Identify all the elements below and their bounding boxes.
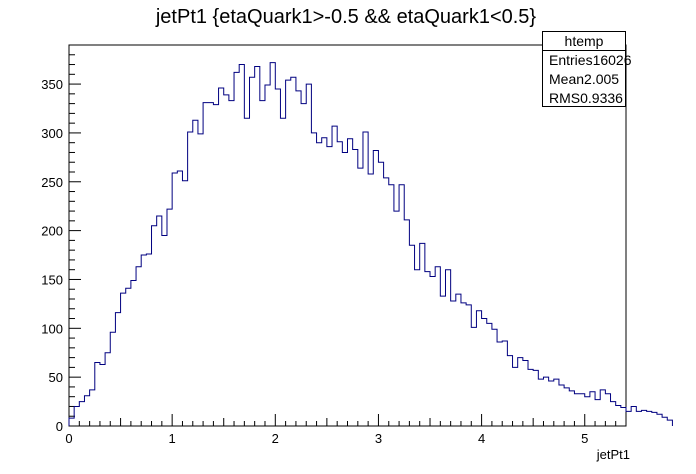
stats-box: htemp Entries 16026 Mean 2.005 RMS 0.933… — [542, 31, 632, 108]
y-tick-label: 0 — [56, 419, 63, 434]
x-tick-label: 3 — [375, 431, 382, 446]
stats-label: RMS — [549, 90, 581, 106]
x-tick-label: 0 — [65, 431, 72, 446]
stats-label: Mean — [549, 71, 585, 87]
stats-row-rms: RMS 0.9336 — [543, 89, 625, 108]
stats-row-mean: Mean 2.005 — [543, 70, 625, 89]
chart-title: jetPt1 {etaQuark1>-0.5 && etaQuark1<0.5} — [155, 6, 537, 28]
stats-row-entries: Entries 16026 — [543, 51, 632, 70]
y-tick-label: 300 — [41, 126, 63, 141]
stats-label: Entries — [549, 52, 593, 68]
x-axis-label: jetPt1 — [596, 447, 630, 462]
x-axis: 0 1 2 3 4 5 — [65, 414, 627, 446]
histogram-line — [68, 62, 673, 426]
y-tick-label: 150 — [41, 272, 63, 287]
stats-value: 0.9336 — [580, 90, 623, 106]
y-tick-label: 100 — [41, 321, 63, 336]
x-tick-label: 2 — [272, 431, 279, 446]
y-tick-label: 50 — [49, 370, 63, 385]
y-tick-label: 250 — [41, 175, 63, 190]
stats-value: 2.005 — [584, 71, 620, 87]
x-tick-label: 1 — [169, 431, 176, 446]
y-tick-label: 350 — [41, 77, 63, 92]
stats-title: htemp — [543, 32, 625, 51]
x-tick-label: 5 — [581, 431, 588, 446]
y-tick-label: 200 — [41, 224, 63, 239]
y-axis: 0 50 100 150 200 250 300 350 — [41, 54, 81, 434]
x-tick-label: 4 — [478, 431, 485, 446]
stats-value: 16026 — [592, 52, 632, 68]
